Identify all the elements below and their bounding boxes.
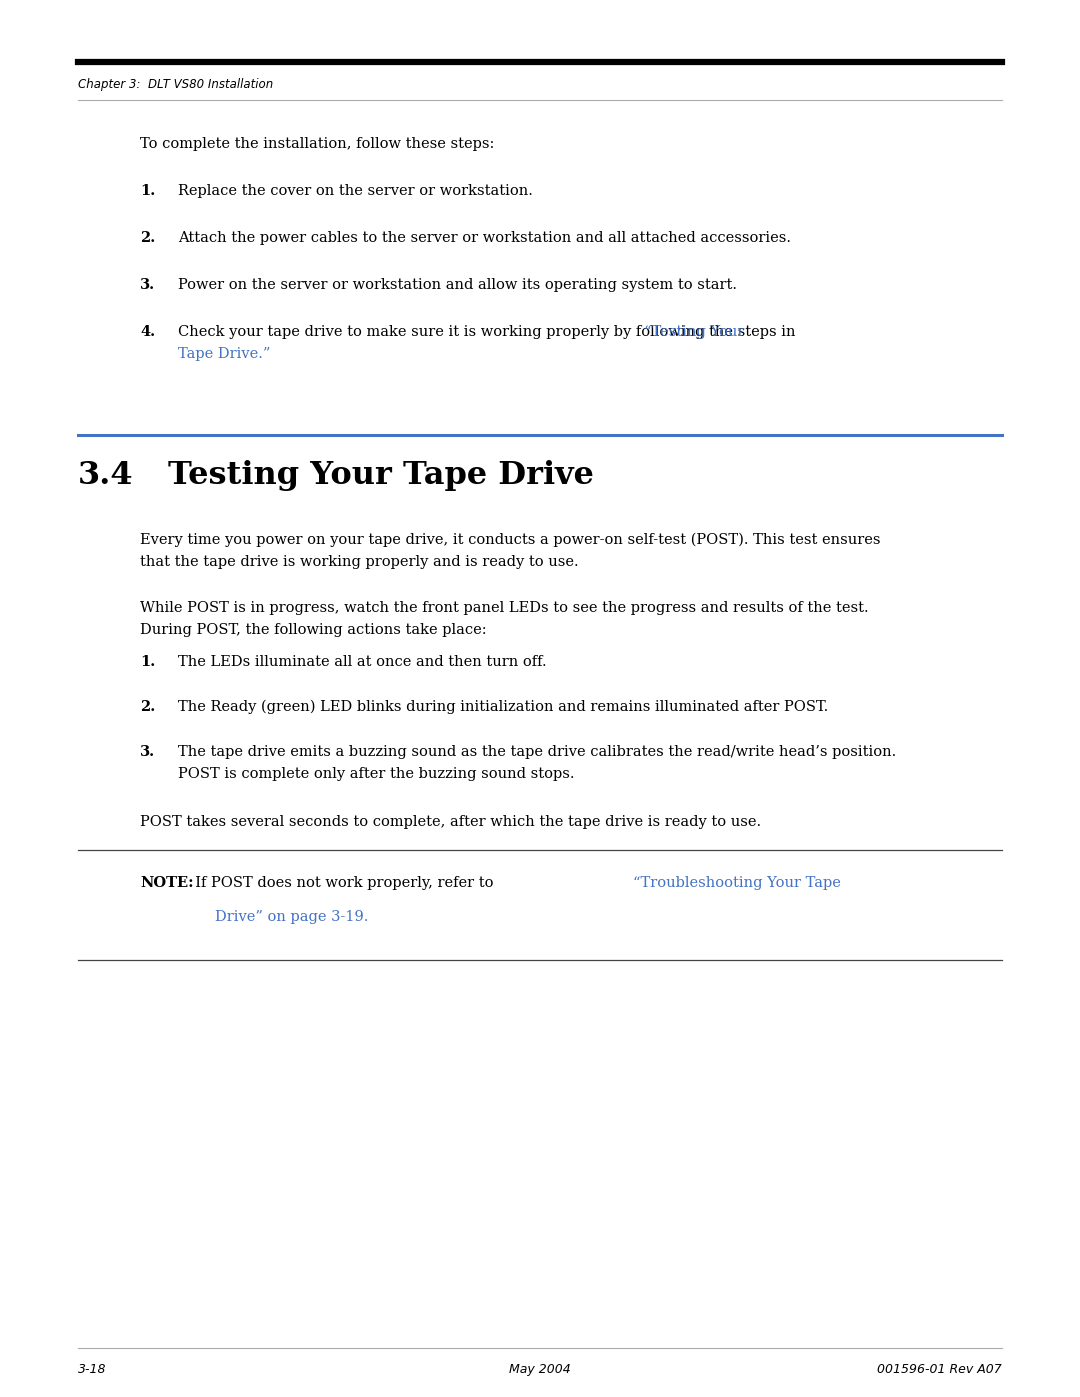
Text: Check your tape drive to make sure it is working properly by following the steps: Check your tape drive to make sure it is… xyxy=(178,326,800,339)
Text: To complete the installation, follow these steps:: To complete the installation, follow the… xyxy=(140,137,495,151)
Text: Chapter 3:  DLT VS80 Installation: Chapter 3: DLT VS80 Installation xyxy=(78,78,273,91)
Text: 1.: 1. xyxy=(140,655,156,669)
Text: Replace the cover on the server or workstation.: Replace the cover on the server or works… xyxy=(178,184,532,198)
Text: The tape drive emits a buzzing sound as the tape drive calibrates the read/write: The tape drive emits a buzzing sound as … xyxy=(178,745,896,759)
Text: 3-18: 3-18 xyxy=(78,1363,107,1376)
Text: While POST is in progress, watch the front panel LEDs to see the progress and re: While POST is in progress, watch the fro… xyxy=(140,601,868,615)
Text: During POST, the following actions take place:: During POST, the following actions take … xyxy=(140,623,487,637)
Text: Tape Drive.”: Tape Drive.” xyxy=(178,346,270,360)
Text: “Testing Your: “Testing Your xyxy=(644,326,744,339)
Text: that the tape drive is working properly and is ready to use.: that the tape drive is working properly … xyxy=(140,555,579,569)
Text: Power on the server or workstation and allow its operating system to start.: Power on the server or workstation and a… xyxy=(178,278,737,292)
Text: Drive” on page 3-19.: Drive” on page 3-19. xyxy=(215,909,368,923)
Text: Every time you power on your tape drive, it conducts a power-on self-test (POST): Every time you power on your tape drive,… xyxy=(140,534,880,548)
Text: 1.: 1. xyxy=(140,184,156,198)
Text: 2.: 2. xyxy=(140,700,156,714)
Text: The LEDs illuminate all at once and then turn off.: The LEDs illuminate all at once and then… xyxy=(178,655,546,669)
Text: If POST does not work properly, refer to: If POST does not work properly, refer to xyxy=(186,876,498,890)
Text: 001596-01 Rev A07: 001596-01 Rev A07 xyxy=(877,1363,1002,1376)
Text: “Troubleshooting Your Tape: “Troubleshooting Your Tape xyxy=(633,876,841,890)
Text: 2.: 2. xyxy=(140,231,156,244)
Text: 4.: 4. xyxy=(140,326,156,339)
Text: The Ready (green) LED blinks during initialization and remains illuminated after: The Ready (green) LED blinks during init… xyxy=(178,700,828,714)
Text: POST is complete only after the buzzing sound stops.: POST is complete only after the buzzing … xyxy=(178,767,575,781)
Text: 3.: 3. xyxy=(140,745,156,759)
Text: 3.4: 3.4 xyxy=(78,460,134,490)
Text: NOTE:: NOTE: xyxy=(140,876,193,890)
Text: 3.: 3. xyxy=(140,278,156,292)
Text: Attach the power cables to the server or workstation and all attached accessorie: Attach the power cables to the server or… xyxy=(178,231,791,244)
Text: May 2004: May 2004 xyxy=(509,1363,571,1376)
Text: POST takes several seconds to complete, after which the tape drive is ready to u: POST takes several seconds to complete, … xyxy=(140,814,761,828)
Text: Testing Your Tape Drive: Testing Your Tape Drive xyxy=(168,460,594,490)
